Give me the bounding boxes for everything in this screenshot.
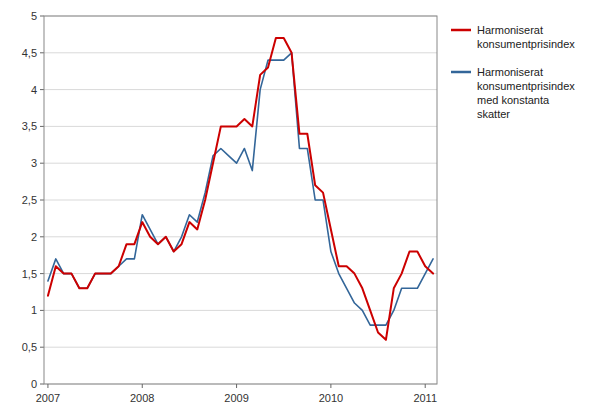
- plot-frame: [44, 16, 437, 384]
- x-tick: [330, 384, 331, 388]
- series-line: [48, 53, 433, 325]
- chart: 0 0,5 1 1,5 2 2,5 3 3,5 4 4,5 5 2007 2008 2009 2010 201…: [0, 0, 607, 418]
- y-tick-label: 0,5: [22, 341, 37, 353]
- x-tick-label: 2009: [224, 392, 248, 404]
- legend-label-line: med konstanta: [477, 94, 550, 106]
- x-tick-label: 2010: [319, 392, 343, 404]
- x-axis: 2007 2008 2009 2010 2011: [36, 384, 437, 404]
- y-tick: [40, 163, 44, 164]
- y-tick: [40, 384, 44, 385]
- grid-line: [44, 52, 437, 53]
- y-tick-label: 5: [31, 10, 37, 22]
- x-tick: [47, 384, 48, 388]
- grid-line: [44, 200, 437, 201]
- series-lines: [48, 38, 433, 340]
- y-tick-label: 3,5: [22, 120, 37, 132]
- grid-line: [44, 236, 437, 237]
- y-tick-label: 4: [31, 84, 37, 96]
- legend-swatch: [451, 71, 471, 74]
- y-tick-label: 2: [31, 231, 37, 243]
- y-tick-label: 0: [31, 378, 37, 390]
- legend-label-line: Harmoniserat: [477, 24, 543, 36]
- x-tick-label: 2011: [413, 392, 437, 404]
- y-tick: [40, 16, 44, 17]
- x-tick: [425, 384, 426, 388]
- grid-line: [44, 126, 437, 127]
- x-tick-label: 2007: [36, 392, 60, 404]
- y-tick: [40, 347, 44, 348]
- y-tick-label: 2,5: [22, 194, 37, 206]
- x-tick: [236, 384, 237, 388]
- y-tick-label: 1: [31, 304, 37, 316]
- grid-line: [44, 310, 437, 311]
- legend-label-line: Harmoniserat: [477, 66, 543, 78]
- y-tick: [40, 89, 44, 90]
- y-tick: [40, 200, 44, 201]
- y-tick-label: 1,5: [22, 268, 37, 280]
- x-tick: [142, 384, 143, 388]
- y-tick-label: 3: [31, 157, 37, 169]
- legend-label-line: konsumentprisindex: [477, 80, 575, 92]
- y-tick: [40, 52, 44, 53]
- y-tick-label: 4,5: [22, 47, 37, 59]
- y-tick: [40, 310, 44, 311]
- x-tick-label: 2008: [130, 392, 154, 404]
- legend-label: Harmoniserat konsumentprisindex med konsta…: [477, 66, 575, 120]
- plot-background: [44, 16, 437, 384]
- legend-swatch: [451, 29, 471, 32]
- y-axis: 0 0,5 1 1,5 2 2,5 3 3,5 4 4,5 5: [22, 10, 437, 390]
- legend-label-line: skatter: [477, 108, 510, 120]
- series-line: [48, 38, 433, 340]
- y-tick: [40, 236, 44, 237]
- grid-line: [44, 89, 437, 90]
- legend-label: Harmoniserat konsumentprisindex: [477, 24, 575, 50]
- grid-line: [44, 347, 437, 348]
- grid-line: [44, 163, 437, 164]
- y-tick: [40, 126, 44, 127]
- y-tick: [40, 273, 44, 274]
- legend-label-line: konsumentprisindex: [477, 38, 575, 50]
- page: {"chart_data": {"type": "line", "categor…: [0, 0, 607, 418]
- legend: HarmoniseratkonsumentprisindexHarmoniser…: [451, 24, 575, 120]
